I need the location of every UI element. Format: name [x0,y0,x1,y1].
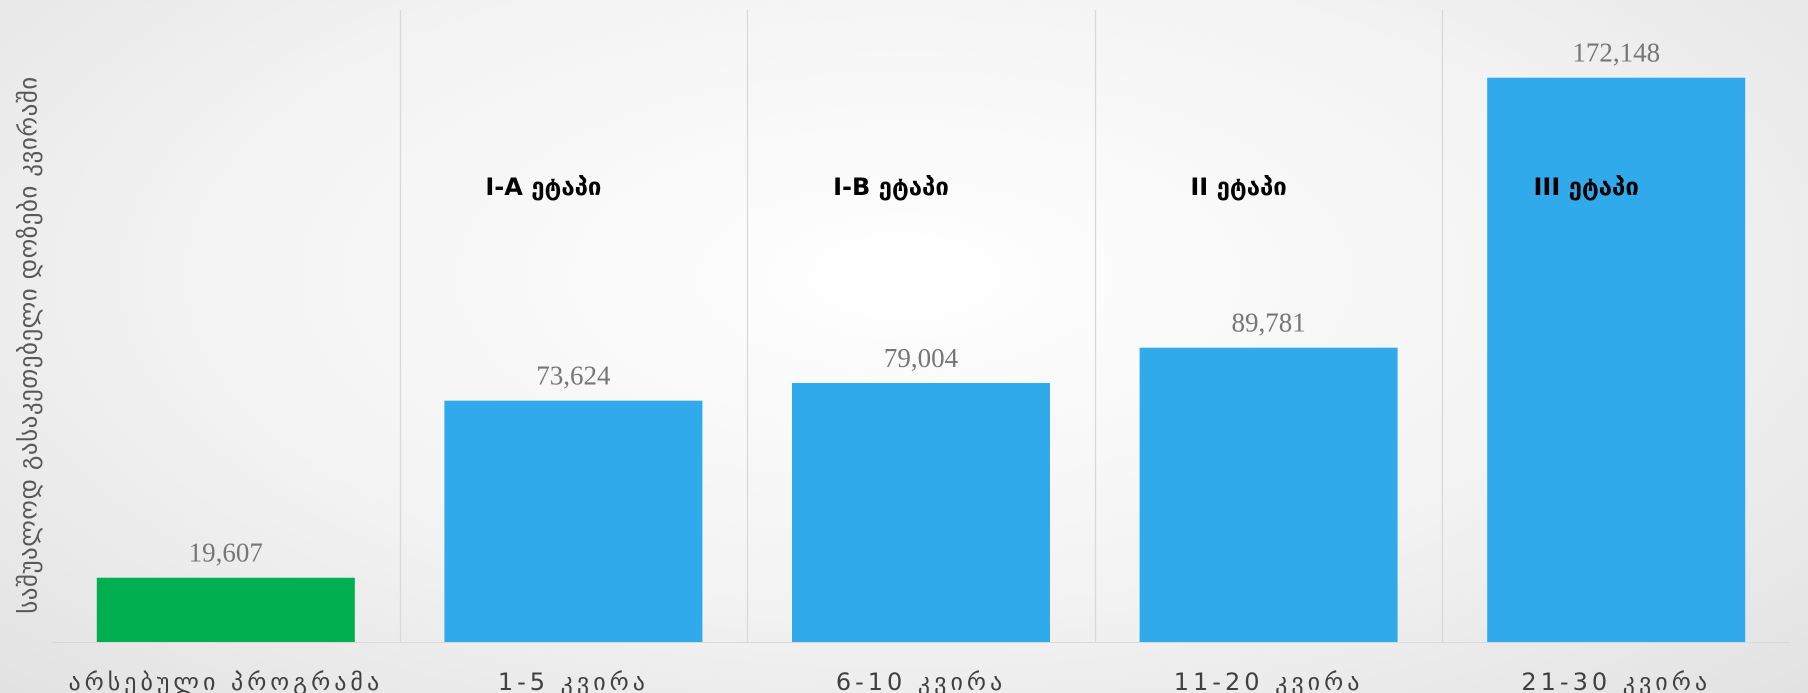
data-label: 172,148 [1572,38,1660,68]
data-label: 19,607 [189,538,263,568]
bar [1487,77,1746,642]
x-tick-label: 1-5 კვირა [498,668,649,693]
data-label: 89,781 [1231,308,1305,338]
bar [792,383,1050,642]
stage-label: II ეტაპი [1190,173,1286,201]
x-tick-label: 11-20 კვირა [1174,668,1364,693]
x-tick-label: 21-30 კვირა [1521,668,1711,693]
bar [1139,347,1398,642]
x-tick-label: არსებული პროგრამა [68,668,383,693]
stage-label: I-A ეტაპი [485,173,601,201]
x-tick-label: 6-10 კვირა [836,668,1006,693]
bar [444,400,703,642]
data-label: 73,624 [536,361,611,391]
stage-label: III ეტაპი [1534,173,1639,201]
stage-label: I-B ეტაპი [833,173,949,201]
data-label: 79,004 [884,343,959,373]
bar [96,577,355,642]
